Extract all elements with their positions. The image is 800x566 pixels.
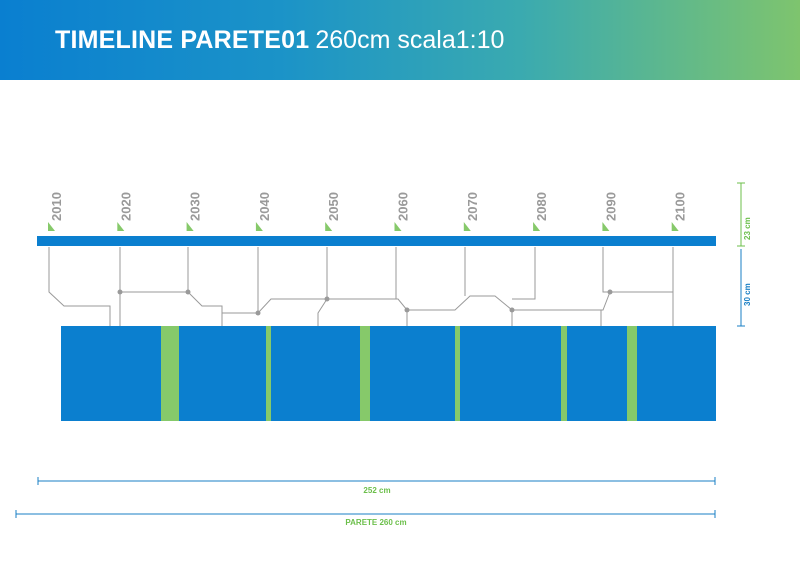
connector-lines <box>48 247 674 326</box>
node <box>255 310 261 316</box>
year-label-2060: 2060 <box>396 192 411 221</box>
node <box>607 289 613 295</box>
year-flag-2070 <box>463 222 471 231</box>
year-label-2010: 2010 <box>49 192 64 221</box>
connector-2080 <box>512 247 536 300</box>
timeline-bar <box>37 236 716 246</box>
dimension-label-30: 30 cm <box>743 283 752 306</box>
year-label-2040: 2040 <box>257 192 272 221</box>
green-separator <box>360 326 370 421</box>
node <box>185 289 191 295</box>
year-label-2050: 2050 <box>326 192 341 221</box>
green-separator <box>266 326 271 421</box>
page-title-main: TIMELINE PARETE01 <box>55 26 310 54</box>
green-separator <box>627 326 637 421</box>
connector-2090 <box>602 247 610 293</box>
year-label-2070: 2070 <box>465 192 480 221</box>
year-flag-2020 <box>117 222 125 231</box>
green-separator <box>161 326 179 421</box>
year-flag-2040 <box>255 222 263 231</box>
green-separator <box>455 326 460 421</box>
page-title: TIMELINE PARETE01 260cm scala1:10 <box>55 26 504 55</box>
year-label-2030: 2030 <box>188 192 203 221</box>
connector-2050-drop <box>317 298 328 326</box>
year-flag-2050 <box>325 222 333 231</box>
year-flag-2030 <box>186 222 194 231</box>
dimension-bar-height: 23 cm <box>737 182 752 247</box>
year-flag-2060 <box>394 222 402 231</box>
dimension-wall-width: PARETE 260 cm <box>15 510 716 527</box>
node <box>117 289 123 295</box>
dimension-label-252: 252 cm <box>363 486 390 495</box>
header-banner: TIMELINE PARETE01 260cm scala1:10 <box>0 0 800 80</box>
connector-2030-branch <box>120 291 223 326</box>
year-markers: 2010 2020 2030 2040 2050 2060 2070 2080 2090 2100 <box>48 192 688 231</box>
dimension-inner-width: 252 cm <box>37 477 716 495</box>
node <box>509 307 515 313</box>
node <box>324 296 330 302</box>
year-label-2020: 2020 <box>118 192 133 221</box>
dimension-connector-height: 30 cm <box>737 249 752 327</box>
page-title-subtitle: 260cm scala1:10 <box>315 26 505 54</box>
dimension-label-260: PARETE 260 cm <box>345 518 406 527</box>
year-flag-2090 <box>602 222 610 231</box>
node <box>404 307 410 313</box>
connector-2010 <box>48 247 111 326</box>
dimension-label-23: 23 cm <box>743 217 752 240</box>
green-separator <box>561 326 567 421</box>
connector-nodes <box>117 289 613 316</box>
year-flag-2010 <box>48 222 55 231</box>
wall-panels <box>61 326 716 421</box>
year-flag-2080 <box>533 222 541 231</box>
year-flag-2100 <box>671 222 679 231</box>
wall-panel-base <box>61 326 716 421</box>
year-label-2090: 2090 <box>603 192 618 221</box>
year-label-2080: 2080 <box>534 192 549 221</box>
year-label-2100: 2100 <box>673 192 688 221</box>
